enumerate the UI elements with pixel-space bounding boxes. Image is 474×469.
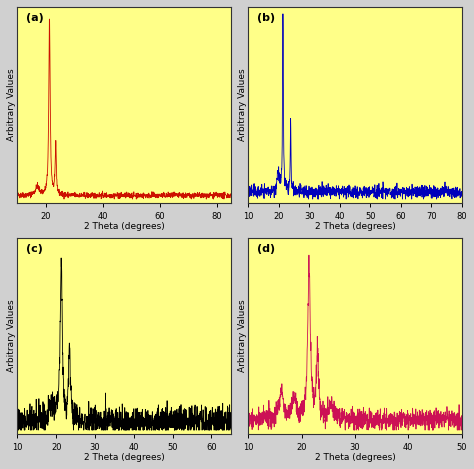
X-axis label: 2 Theta (degrees): 2 Theta (degrees) [84,453,164,462]
X-axis label: 2 Theta (degrees): 2 Theta (degrees) [84,222,164,231]
Text: (c): (c) [26,244,43,254]
Text: (b): (b) [257,13,275,23]
Y-axis label: Arbitrary Values: Arbitrary Values [238,68,247,141]
Text: (a): (a) [26,13,44,23]
X-axis label: 2 Theta (degrees): 2 Theta (degrees) [315,222,395,231]
Y-axis label: Arbitrary Values: Arbitrary Values [7,300,16,372]
Text: (d): (d) [257,244,275,254]
Y-axis label: Arbitrary Values: Arbitrary Values [7,68,16,141]
Y-axis label: Arbitrary Values: Arbitrary Values [238,300,247,372]
X-axis label: 2 Theta (degrees): 2 Theta (degrees) [315,453,395,462]
